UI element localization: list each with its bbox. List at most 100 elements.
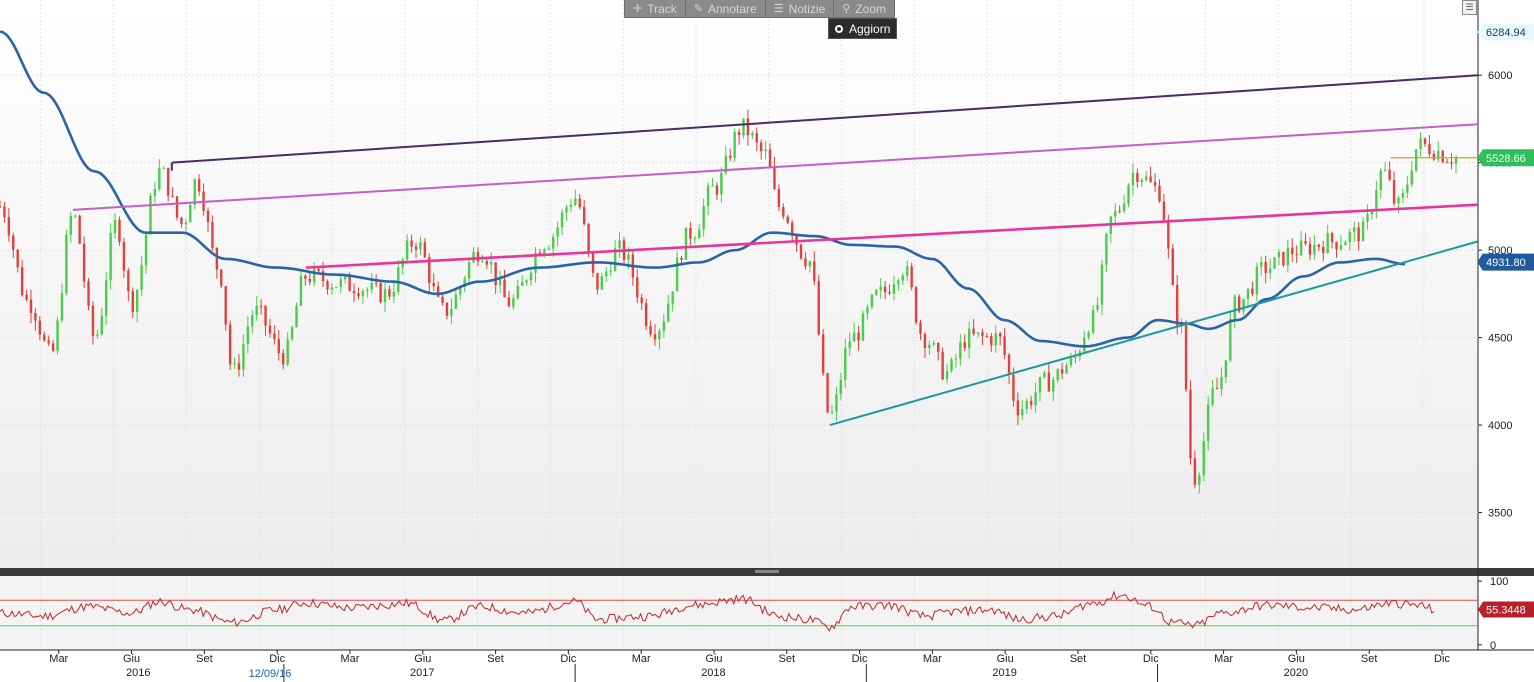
- candle-body: [105, 280, 108, 316]
- candle-body: [96, 334, 99, 336]
- candle-body: [773, 167, 776, 189]
- candle-body: [1171, 248, 1174, 285]
- x-tick-label: Mar: [49, 653, 68, 665]
- candle-body: [140, 265, 143, 290]
- candle-body: [450, 308, 453, 316]
- candle-body: [1043, 372, 1046, 378]
- candle-body: [1202, 441, 1205, 476]
- candle-body: [928, 344, 931, 349]
- candle-body: [379, 283, 382, 303]
- candle-body: [507, 297, 511, 307]
- mid-channel-line: [72, 123, 1479, 211]
- candle-body: [162, 167, 165, 169]
- candle-body: [38, 320, 42, 335]
- candle-body: [821, 334, 825, 374]
- candle-body: [1069, 358, 1073, 366]
- candle-body: [233, 363, 236, 365]
- candle-body: [839, 379, 843, 395]
- candle-body: [1366, 214, 1369, 222]
- candle-body: [1454, 157, 1458, 164]
- high-price-tag: 6284.94: [1477, 23, 1534, 41]
- candle-body: [1251, 288, 1254, 295]
- candle-body: [808, 261, 812, 267]
- candle-body: [20, 267, 24, 296]
- candle-body: [91, 305, 95, 336]
- candle-body: [1291, 247, 1294, 254]
- candle-body: [959, 342, 962, 359]
- candle-body: [543, 249, 546, 255]
- candle-body: [693, 238, 697, 240]
- x-tick-label: Giu: [123, 653, 140, 665]
- candle-body: [1224, 360, 1228, 378]
- x-tick-label: Giu: [705, 653, 722, 665]
- zoom-label: Zoom: [855, 1, 887, 16]
- candle-body: [888, 292, 891, 294]
- candle-body: [684, 227, 688, 260]
- candle-body: [277, 339, 281, 354]
- candle-body: [335, 286, 338, 288]
- candle-body: [1419, 138, 1422, 150]
- candle-body: [875, 290, 878, 295]
- news-button[interactable]: ☰ Notizie: [766, 0, 835, 17]
- candle-body: [485, 261, 489, 265]
- refresh-icon: [835, 24, 843, 33]
- x-tick-label: Dic: [1434, 653, 1450, 665]
- candle-body: [689, 227, 692, 239]
- refresh-button[interactable]: Aggiorn: [828, 18, 898, 39]
- moving-average-line: [0, 30, 1406, 348]
- candle-body: [1246, 288, 1250, 299]
- candle-body: [711, 185, 714, 187]
- annotate-button[interactable]: ✎ Annotare: [686, 0, 766, 17]
- candle-body: [1193, 458, 1197, 485]
- candle-body: [1021, 408, 1024, 416]
- candle-body: [414, 246, 418, 250]
- x-tick-label: Set: [487, 653, 504, 665]
- candle-body: [556, 227, 559, 237]
- rsi-value-box: [1478, 601, 1534, 618]
- candle-body: [640, 297, 643, 304]
- candle-body: [870, 294, 874, 308]
- ma-price-tag: 4931.80: [1477, 253, 1534, 271]
- y-tick-label: 4500: [1488, 333, 1512, 345]
- candle-body: [945, 370, 949, 380]
- news-icon: ☰: [773, 3, 784, 15]
- candle-body: [1153, 181, 1157, 186]
- candle-body: [720, 172, 723, 195]
- candle-body: [764, 149, 767, 152]
- candle-body: [737, 131, 741, 136]
- x-tick-label: Dic: [852, 653, 868, 665]
- candle-body: [817, 281, 820, 335]
- candle-body: [613, 248, 617, 271]
- candle-body: [405, 240, 409, 260]
- candle-body: [1083, 337, 1086, 352]
- candle-body: [366, 289, 369, 292]
- candle-body: [82, 243, 86, 282]
- year-label: 2017: [410, 667, 434, 679]
- rsi-tick-label: 0: [1490, 640, 1496, 652]
- chart-toolbar: ✛ Track ✎ Annotare ☰ Notizie ⚲ Zoom: [624, 0, 896, 18]
- candle-body: [326, 281, 329, 290]
- candle-body: [1038, 377, 1042, 393]
- candle-body: [1282, 251, 1285, 266]
- candle-body: [1268, 268, 1272, 273]
- candle-body: [308, 278, 311, 283]
- track-button[interactable]: ✛ Track: [625, 0, 686, 17]
- candle-body: [410, 240, 413, 247]
- candle-body: [627, 254, 630, 260]
- candle-body: [69, 215, 73, 235]
- candle-body: [976, 332, 980, 334]
- zoom-button[interactable]: ⚲ Zoom: [834, 0, 894, 17]
- candle-body: [423, 242, 427, 258]
- candle-body: [463, 278, 466, 287]
- annotate-label: Annotare: [708, 1, 757, 16]
- chart-settings-icon[interactable]: ☰: [1462, 0, 1477, 15]
- candle-body: [127, 270, 130, 292]
- candle-body: [1388, 169, 1391, 180]
- candle-body: [1304, 240, 1307, 244]
- candle-body: [1432, 153, 1436, 160]
- candle-body: [768, 149, 772, 168]
- candle-body: [1339, 244, 1343, 250]
- candle-body: [397, 267, 400, 292]
- candle-body: [596, 272, 599, 290]
